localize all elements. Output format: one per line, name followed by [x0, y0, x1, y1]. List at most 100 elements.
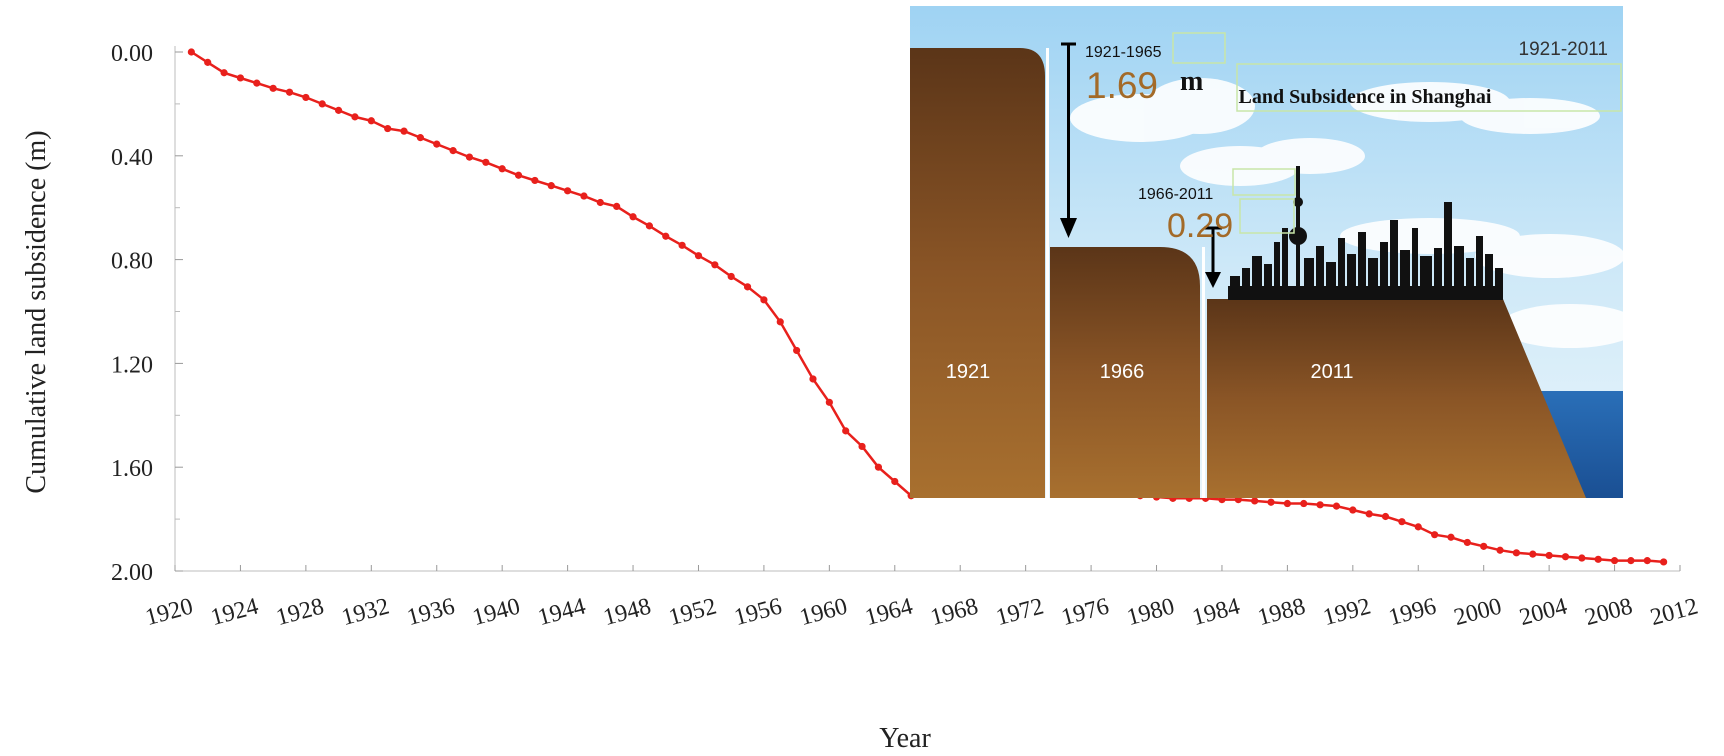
data-point [1463, 538, 1471, 547]
data-point [694, 252, 703, 260]
data-point [253, 79, 261, 87]
data-point [449, 147, 457, 155]
x-tick-label: 2000 [1451, 593, 1504, 631]
data-point [400, 127, 408, 135]
data-point [531, 176, 539, 185]
data-point [1643, 557, 1651, 565]
data-point [727, 272, 735, 281]
data-point [204, 58, 212, 66]
arrow-down-icon [1204, 226, 1222, 288]
y-tick-label: 0.40 [111, 145, 153, 171]
y-tick-label: 1.60 [111, 456, 153, 482]
data-point [1610, 557, 1619, 565]
data-point [580, 192, 588, 200]
data-point [1332, 502, 1341, 510]
x-axis-title: Year [879, 723, 931, 754]
x-tick-label: 1956 [732, 593, 785, 631]
data-point [465, 153, 474, 161]
data-point [596, 198, 604, 207]
data-point [776, 318, 784, 326]
data-point [187, 48, 195, 56]
y-axis-title: Cumulative land subsidence (m) [21, 130, 52, 493]
data-point [743, 283, 752, 291]
y-tick-labels: 0.00 0.40 0.80 1.20 1.60 2.00 [111, 41, 153, 586]
shanghai-subsidence-inset: 1921-2011 Land Subsidence in Shanghai 19… [910, 6, 1623, 498]
y-tick-label: 0.80 [111, 249, 153, 275]
x-tick-labels: 1920 1924 1928 1932 1936 1940 1944 1948 1952 1956… [143, 593, 1701, 631]
y-tick-label: 1.20 [111, 352, 153, 378]
x-tick-label: 2012 [1648, 593, 1701, 631]
x-tick-label: 1960 [797, 593, 850, 631]
x-tick-label: 1980 [1124, 593, 1177, 631]
data-point [498, 165, 506, 173]
x-tick-label: 1920 [143, 593, 196, 631]
arrow-down-icon [1060, 42, 1077, 238]
data-point [1431, 531, 1439, 539]
data-point [1594, 555, 1602, 563]
block-label-2011: 2011 [1310, 361, 1353, 383]
x-tick-label: 1944 [535, 593, 588, 631]
data-point [645, 222, 654, 230]
inset-title: Land Subsidence in Shanghai [1239, 86, 1492, 108]
inset-clouds [1070, 78, 1623, 348]
x-tick-label: 1964 [862, 593, 915, 631]
x-tick-label: 1936 [404, 593, 457, 631]
x-tick-label: 1924 [208, 593, 261, 631]
data-point [1627, 557, 1635, 565]
x-tick-label: 2004 [1517, 593, 1570, 631]
y-tick-label: 2.00 [111, 560, 153, 586]
data-point [269, 84, 277, 92]
second-period-value: 0.29 [1167, 207, 1233, 245]
data-point [1414, 523, 1422, 531]
data-point [1316, 501, 1324, 509]
data-point [1251, 497, 1259, 505]
data-point [514, 171, 523, 179]
data-point [874, 463, 883, 471]
first-period-value: 1.69 [1086, 65, 1158, 106]
data-point [1561, 553, 1570, 561]
data-point [1381, 512, 1390, 521]
data-point [1660, 558, 1668, 566]
data-point [1529, 550, 1537, 558]
data-point [547, 182, 555, 190]
x-tick-label: 1992 [1320, 593, 1373, 631]
data-point [334, 106, 343, 114]
x-tick-label: 1996 [1386, 593, 1439, 631]
data-point [1398, 518, 1406, 526]
x-tick-label: 1968 [928, 593, 981, 631]
inset-range-label: 1921-2011 [1519, 39, 1608, 60]
data-point [1349, 506, 1357, 514]
data-point [858, 442, 866, 451]
x-tick-label: 1972 [993, 593, 1046, 631]
x-tick-label: 1984 [1190, 593, 1243, 631]
x-tick-label: 1940 [470, 593, 523, 631]
axis-ticks [174, 51, 1681, 572]
data-point [482, 158, 490, 166]
x-tick-label: 2008 [1582, 593, 1635, 631]
data-point [629, 213, 637, 221]
data-point [891, 477, 899, 486]
data-point [1545, 551, 1553, 560]
block-label-1966: 1966 [1100, 361, 1145, 383]
data-point [1578, 554, 1586, 562]
second-period-label: 1966-2011 [1138, 186, 1213, 203]
data-point [1365, 510, 1373, 518]
data-point [1480, 542, 1488, 550]
data-point [1496, 546, 1504, 554]
data-point [662, 232, 670, 240]
data-point [318, 100, 326, 108]
y-tick-label: 0.00 [111, 41, 153, 67]
data-point [416, 134, 424, 142]
x-tick-label: 1932 [339, 593, 392, 631]
x-tick-label: 1928 [274, 593, 327, 631]
data-point [285, 88, 294, 96]
data-point [236, 74, 245, 82]
data-point [760, 296, 768, 304]
data-point [433, 140, 441, 148]
soil-block-2011 [1207, 299, 1586, 498]
data-point [1447, 533, 1455, 541]
data-point [1283, 499, 1291, 508]
data-point [1267, 498, 1275, 506]
data-point [842, 427, 850, 435]
